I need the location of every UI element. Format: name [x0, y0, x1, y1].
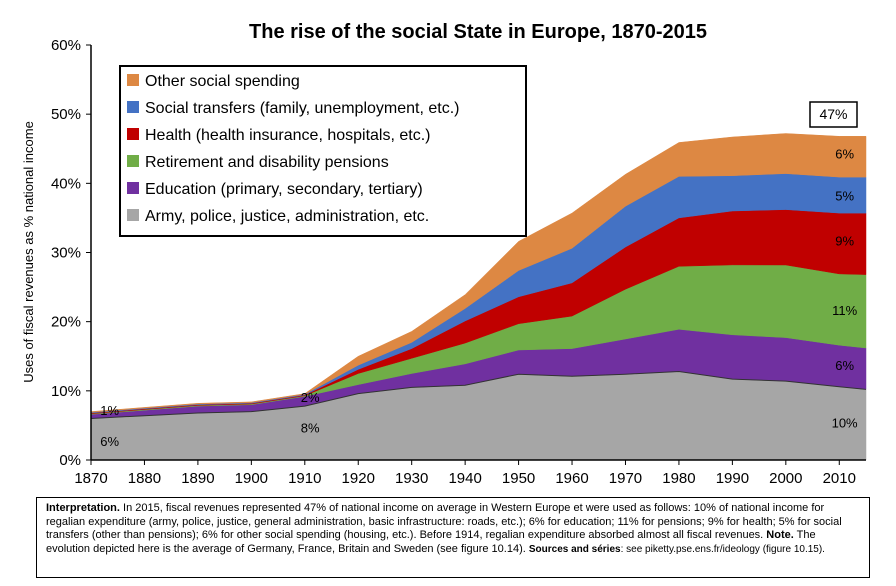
- y-axis-label: Uses of fiscal revenues as % national in…: [21, 121, 36, 383]
- annotation-10: 10%: [832, 415, 858, 430]
- annotation-4: 8%: [301, 420, 320, 435]
- annotation-7: 9%: [835, 234, 854, 249]
- annotation-9: 6%: [835, 358, 854, 373]
- legend-swatch: [127, 209, 139, 221]
- chart-annotations: 1% 6% 2% 8% 6% 5% 9% 11% 6% 10%: [100, 146, 858, 449]
- x-tick-label: 1920: [342, 470, 375, 487]
- total-label: 47%: [819, 106, 847, 122]
- interpretation-caption: Interpretation. In 2015, fiscal revenues…: [36, 497, 870, 578]
- x-tick-label: 1980: [662, 470, 695, 487]
- caption-sources-text: : see piketty.pse.ens.fr/ideology (figur…: [620, 543, 825, 555]
- y-tick-label: 30%: [51, 245, 81, 262]
- legend-label: Army, police, justice, administration, e…: [145, 208, 429, 225]
- x-tick-label: 1930: [395, 470, 428, 487]
- x-tick-label: 1940: [448, 470, 481, 487]
- caption-lead: Interpretation.: [46, 502, 120, 514]
- total-label-box: 47%: [809, 101, 858, 128]
- x-tick-label: 1910: [288, 470, 321, 487]
- annotation-5: 6%: [835, 146, 854, 161]
- y-tick-label: 20%: [51, 314, 81, 331]
- y-tick-label: 50%: [51, 106, 81, 123]
- chart: The rise of the social State in Europe, …: [21, 21, 867, 487]
- x-tick-label: 1960: [555, 470, 588, 487]
- x-tick-label: 1870: [74, 470, 107, 487]
- y-tick-label: 10%: [51, 383, 81, 400]
- legend-box: [119, 65, 527, 237]
- legend-swatch: [127, 128, 139, 140]
- legend-label: Other social spending: [145, 73, 300, 90]
- legend-label: Health (health insurance, hospitals, etc…: [145, 127, 430, 144]
- x-tick-label: 2010: [823, 470, 856, 487]
- annotation-2: 6%: [100, 434, 119, 449]
- y-tick-label: 0%: [59, 452, 81, 469]
- legend-label: Retirement and disability pensions: [145, 154, 389, 171]
- chart-title: The rise of the social State in Europe, …: [249, 21, 707, 43]
- chart-legend: Other social spending Social transfers (f…: [119, 65, 527, 237]
- army-boundary-line: [90, 370, 867, 419]
- y-tick-label: 60%: [51, 37, 81, 54]
- annotation-8: 11%: [832, 303, 857, 318]
- caption-note: Note.: [766, 529, 794, 542]
- x-tick-label: 1900: [235, 470, 268, 487]
- x-tick-label: 1950: [502, 470, 535, 487]
- legend-swatch: [127, 182, 139, 194]
- chart-axes: 0% 10% 20% 30% 40% 50% 60% 1870 1880 1890 1900 1910…: [51, 37, 866, 487]
- chart-areas: [90, 133, 867, 461]
- legend-swatch: [127, 155, 139, 167]
- caption-sources-label: Sources and séries: [528, 543, 621, 555]
- x-tick-label: 1970: [609, 470, 642, 487]
- y-tick-label: 40%: [51, 175, 81, 192]
- legend-label: Education (primary, secondary, tertiary): [145, 181, 423, 198]
- x-tick-label: 1880: [128, 470, 161, 487]
- legend-swatch: [127, 74, 139, 86]
- area-series-6: [90, 133, 867, 413]
- annotation-3: 2%: [301, 390, 320, 405]
- caption-note-text: The evolution depicted here is the avera…: [46, 529, 816, 555]
- annotation-1: 1%: [100, 403, 119, 418]
- x-tick-label: 1990: [716, 470, 749, 487]
- legend-swatch: [127, 101, 139, 113]
- x-tick-label: 2000: [769, 470, 802, 487]
- area-series-1: [90, 371, 867, 461]
- legend-label: Social transfers (family, unemployment, …: [145, 100, 459, 117]
- caption-text: In 2015, fiscal revenues represented 47%…: [46, 502, 842, 542]
- annotation-6: 5%: [835, 189, 854, 204]
- x-tick-label: 1890: [181, 470, 214, 487]
